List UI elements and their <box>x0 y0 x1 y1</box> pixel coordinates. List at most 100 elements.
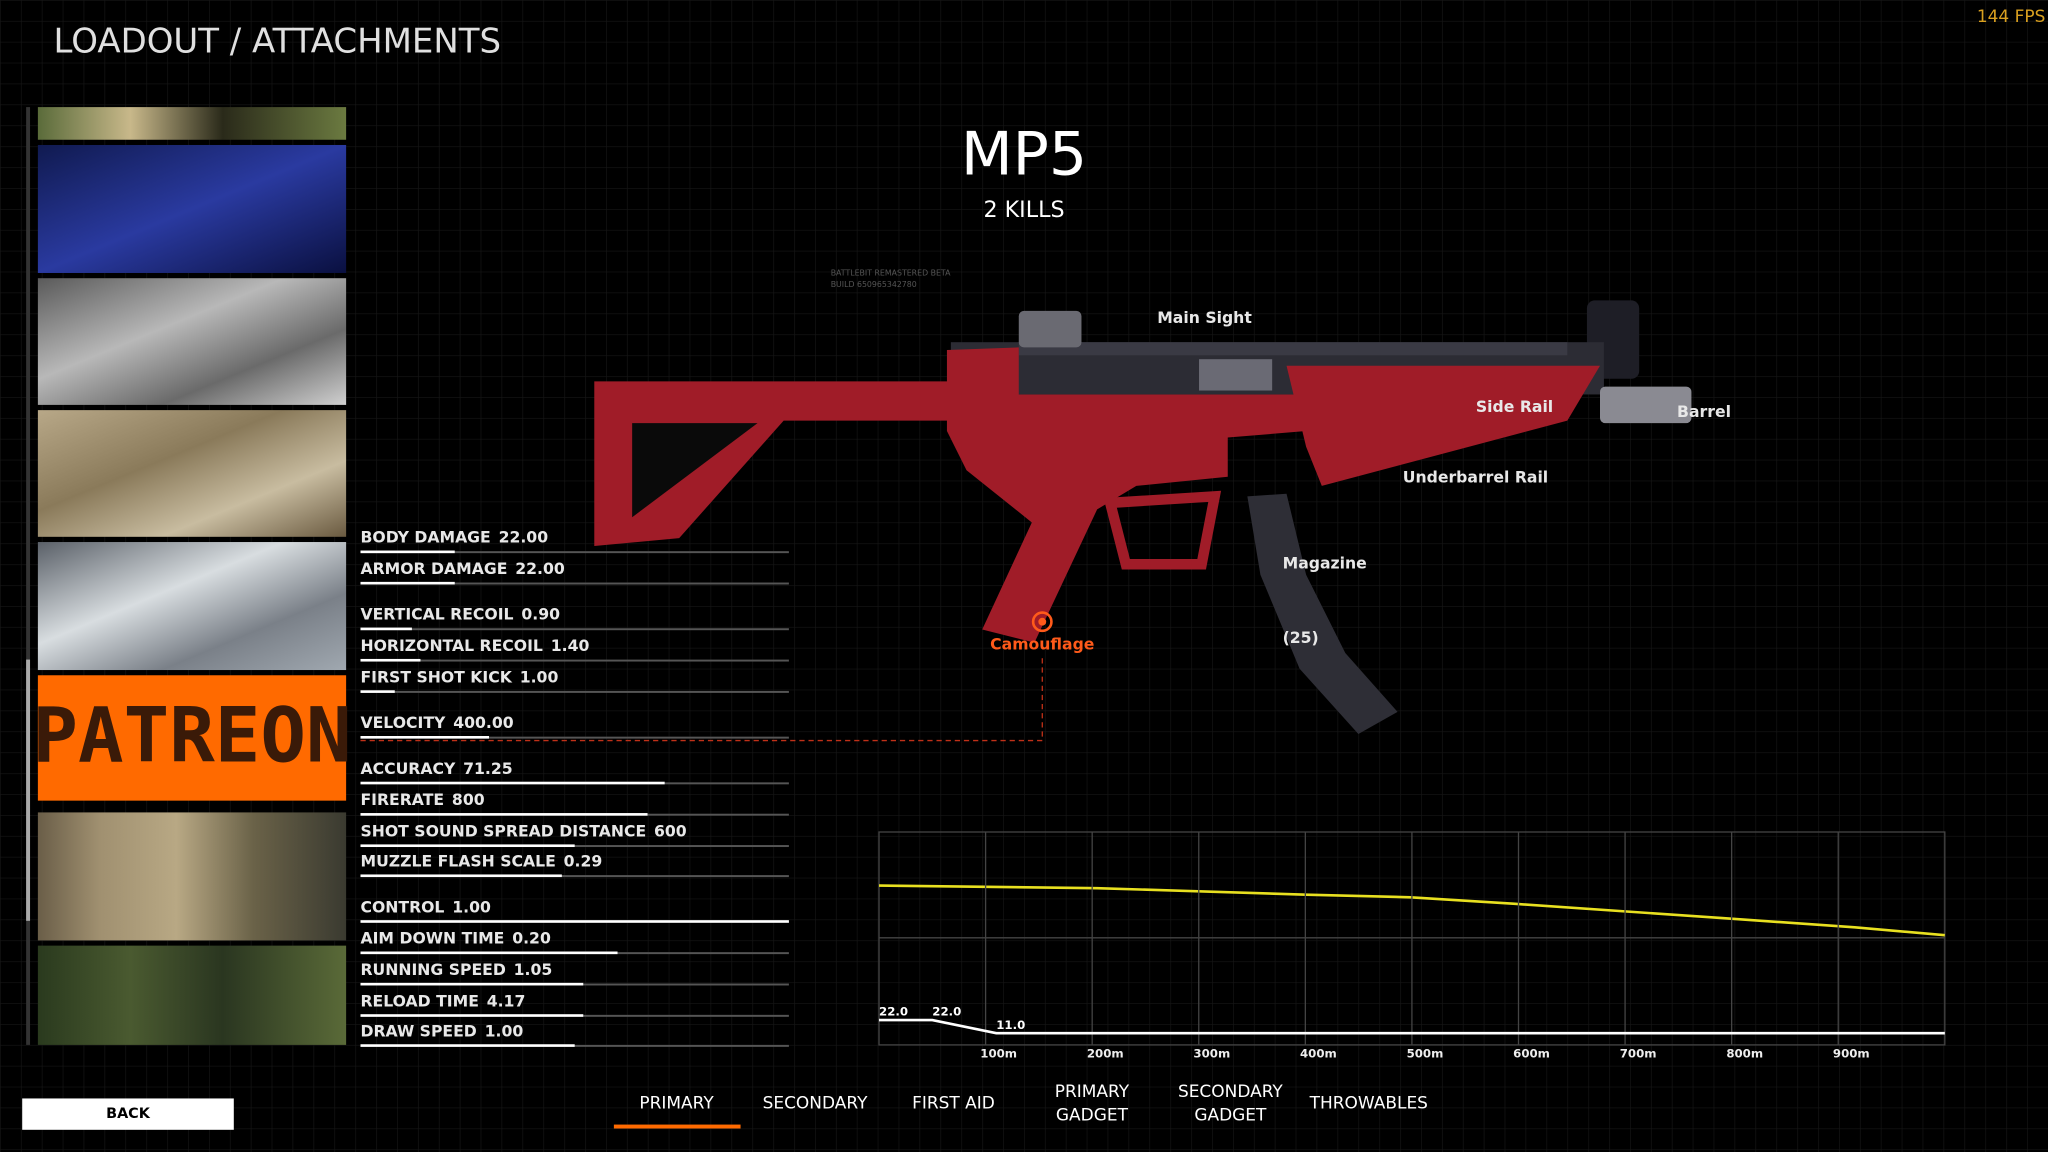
stat-bar-fill <box>360 690 395 693</box>
stat-value: 1.00 <box>452 897 491 916</box>
tab-label[interactable]: SECONDARY <box>763 1094 868 1114</box>
patreon-text: PATREON <box>32 692 351 780</box>
x-tick-label: 400m <box>1300 1047 1337 1061</box>
lower-receiver <box>946 347 1307 643</box>
attachment-label[interactable]: Camouflage <box>990 635 1094 654</box>
stat-value: 71.25 <box>463 759 513 778</box>
back-button-label[interactable]: BACK <box>106 1106 151 1122</box>
scrollbar-thumb[interactable] <box>26 659 31 921</box>
x-tick-label: 500m <box>1407 1047 1444 1061</box>
stat-label: ARMOR DAMAGE <box>360 559 507 578</box>
stat-value: 0.29 <box>564 852 603 871</box>
damage-label: 22.0 <box>932 1005 961 1019</box>
stat-bar-fill <box>360 951 618 955</box>
tab-bar: PRIMARY SECONDARY FIRST AID PRIMARY GADGET SE… <box>639 1082 1428 1126</box>
scrollbar[interactable] <box>26 107 31 1045</box>
stat-value: 22.00 <box>515 559 565 578</box>
stat-bar-track <box>360 690 789 693</box>
stat-bar-track <box>360 582 789 585</box>
stat-label: VERTICAL RECOIL <box>360 605 513 624</box>
stat-value: 0.20 <box>512 929 551 948</box>
rail <box>1018 342 1568 356</box>
active-tab-indicator <box>613 1124 741 1129</box>
stat-label: FIRERATE <box>360 790 444 809</box>
stat-bar-fill <box>360 982 584 986</box>
camo-swatch[interactable] <box>37 107 347 140</box>
main-sight <box>1018 310 1082 348</box>
camo-swatch[interactable] <box>37 812 347 941</box>
stat-bar-track <box>360 736 789 739</box>
attachment-label[interactable]: Main Sight <box>1157 308 1252 327</box>
stat-value: 1.00 <box>520 667 559 686</box>
stat-bar-track <box>360 659 789 662</box>
stat-bar-track <box>360 875 789 878</box>
stat-value: 22.00 <box>499 528 549 547</box>
stat-label: VELOCITY <box>360 713 446 732</box>
build-info: BUILD 650965342780 <box>831 280 917 289</box>
magazine-size: (25) <box>1283 628 1319 647</box>
falloff-chart: 100m 200m 300m 400m 500m 600m 700m 800m 900m 22.0… <box>878 831 1946 1061</box>
camo-marker-dot <box>1038 617 1047 626</box>
x-tick-label: 100m <box>980 1047 1017 1061</box>
stat-value: 1.05 <box>514 960 553 979</box>
stat-bar-fill <box>360 781 665 785</box>
stat-bar-track <box>360 628 789 631</box>
weapon-model <box>594 300 1692 735</box>
stat-value: 0.90 <box>521 605 560 624</box>
tab-label[interactable]: PRIMARY <box>639 1094 714 1114</box>
trigger-guard <box>1103 490 1222 570</box>
camo-swatch[interactable] <box>37 945 347 1045</box>
stat-value: 1.00 <box>485 1021 524 1040</box>
camo-swatch[interactable] <box>37 278 347 405</box>
stat-bar-fill <box>360 1044 575 1047</box>
stat-label: MUZZLE FLASH SCALE <box>360 852 555 871</box>
stat-bar-fill <box>360 1014 584 1017</box>
camo-marker[interactable] <box>1031 611 1053 633</box>
barrel <box>1600 386 1692 424</box>
velocity-curve <box>879 884 1945 937</box>
x-tick-label: 800m <box>1726 1047 1763 1061</box>
x-tick-label: 600m <box>1513 1047 1550 1061</box>
tab-label[interactable]: FIRST AID <box>912 1094 995 1114</box>
stat-bar-fill <box>360 813 648 816</box>
x-tick-label: 900m <box>1833 1047 1870 1061</box>
tab-label[interactable]: THROWABLES <box>1309 1094 1428 1114</box>
damage-label: 11.0 <box>996 1018 1025 1032</box>
stat-bar-fill <box>360 736 490 739</box>
stat-value: 600 <box>654 822 687 841</box>
tab-label[interactable]: GADGET <box>1056 1105 1129 1125</box>
attachment-label[interactable]: Magazine <box>1283 554 1367 573</box>
camo-swatch[interactable] <box>37 144 347 273</box>
camo-swatch[interactable] <box>37 542 347 671</box>
stat-value: 4.17 <box>487 991 526 1010</box>
magazine <box>1247 493 1398 735</box>
back-button[interactable] <box>22 1098 234 1130</box>
stat-bar-fill <box>360 550 455 554</box>
attachment-label[interactable]: Underbarrel Rail <box>1403 468 1548 487</box>
stat-bar-fill <box>360 627 412 631</box>
page-title: LOADOUT / ATTACHMENTS <box>54 22 501 62</box>
stat-label: DRAW SPEED <box>360 1021 476 1040</box>
fps-counter: 144 FPS <box>1977 7 2046 27</box>
tab-label[interactable]: GADGET <box>1194 1105 1267 1125</box>
stat-label: CONTROL <box>360 897 444 916</box>
tab-label[interactable]: SECONDARY <box>1178 1082 1283 1102</box>
x-tick-label: 300m <box>1193 1047 1230 1061</box>
stat-label: ACCURACY <box>360 759 455 778</box>
attachment-label[interactable]: Barrel <box>1677 402 1731 421</box>
stat-label: SHOT SOUND SPREAD DISTANCE <box>360 822 646 841</box>
stat-bar-fill <box>360 874 562 878</box>
camo-swatch[interactable] <box>37 410 347 537</box>
stat-bar-fill <box>360 844 575 848</box>
patreon-swatch[interactable] <box>37 675 347 801</box>
stat-label: RELOAD TIME <box>360 991 478 1010</box>
attachment-label[interactable]: Side Rail <box>1476 397 1553 416</box>
stat-value: 800 <box>452 790 485 809</box>
tab-label[interactable]: PRIMARY <box>1055 1082 1130 1102</box>
damage-label: 22.0 <box>879 1005 908 1019</box>
stat-bar-fill <box>360 920 789 923</box>
weapon-name: MP5 <box>961 120 1087 190</box>
x-tick-label: 200m <box>1087 1047 1124 1061</box>
